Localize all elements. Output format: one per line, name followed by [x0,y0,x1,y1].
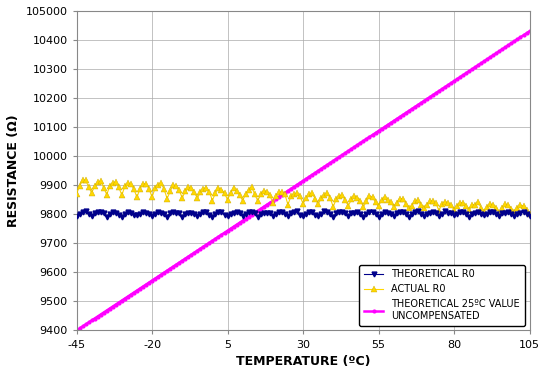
THEORETICAL R0 [405,215,412,220]
THEORETICAL 25ºC VALUE
UNCOMPENSATED [517,35,524,39]
THEORETICAL R0 [73,214,80,218]
X-axis label: TEMPERATURE (ºC): TEMPERATURE (ºC) [236,355,370,368]
Legend: THEORETICAL R0, ACTUAL R0, THEORETICAL 25ºC VALUE
UNCOMPENSATED: THEORETICAL R0, ACTUAL R0, THEORETICAL 2… [359,265,525,326]
ACTUAL R0 [393,201,400,205]
THEORETICAL 25ºC VALUE
UNCOMPENSATED [294,183,300,187]
THEORETICAL R0 [234,210,240,214]
THEORETICAL R0 [348,211,354,216]
THEORETICAL 25ºC VALUE
UNCOMPENSATED [73,328,80,333]
THEORETICAL R0 [391,214,397,218]
THEORETICAL 25ºC VALUE
UNCOMPENSATED [526,29,533,33]
THEORETICAL 25ºC VALUE
UNCOMPENSATED [360,139,366,143]
THEORETICAL R0 [523,211,530,216]
ACTUAL R0 [363,199,370,204]
ACTUAL R0 [79,178,86,183]
THEORETICAL R0 [294,209,300,213]
ACTUAL R0 [351,194,358,198]
THEORETICAL 25ºC VALUE
UNCOMPENSATED [391,119,397,123]
THEORETICAL R0 [526,214,533,218]
Y-axis label: RESISTANCE (Ω): RESISTANCE (Ω) [7,114,20,227]
ACTUAL R0 [296,194,303,198]
THEORETICAL 25ºC VALUE
UNCOMPENSATED [348,147,354,151]
ACTUAL R0 [526,212,533,216]
ACTUAL R0 [73,191,80,196]
Line: THEORETICAL R0: THEORETICAL R0 [74,208,532,220]
THEORETICAL 25ºC VALUE
UNCOMPENSATED [234,222,240,227]
ACTUAL R0 [236,193,243,197]
THEORETICAL R0 [360,215,366,219]
Line: ACTUAL R0: ACTUAL R0 [74,177,532,217]
ACTUAL R0 [520,204,527,208]
Line: THEORETICAL 25ºC VALUE
UNCOMPENSATED: THEORETICAL 25ºC VALUE UNCOMPENSATED [75,30,531,332]
THEORETICAL R0 [415,209,421,213]
